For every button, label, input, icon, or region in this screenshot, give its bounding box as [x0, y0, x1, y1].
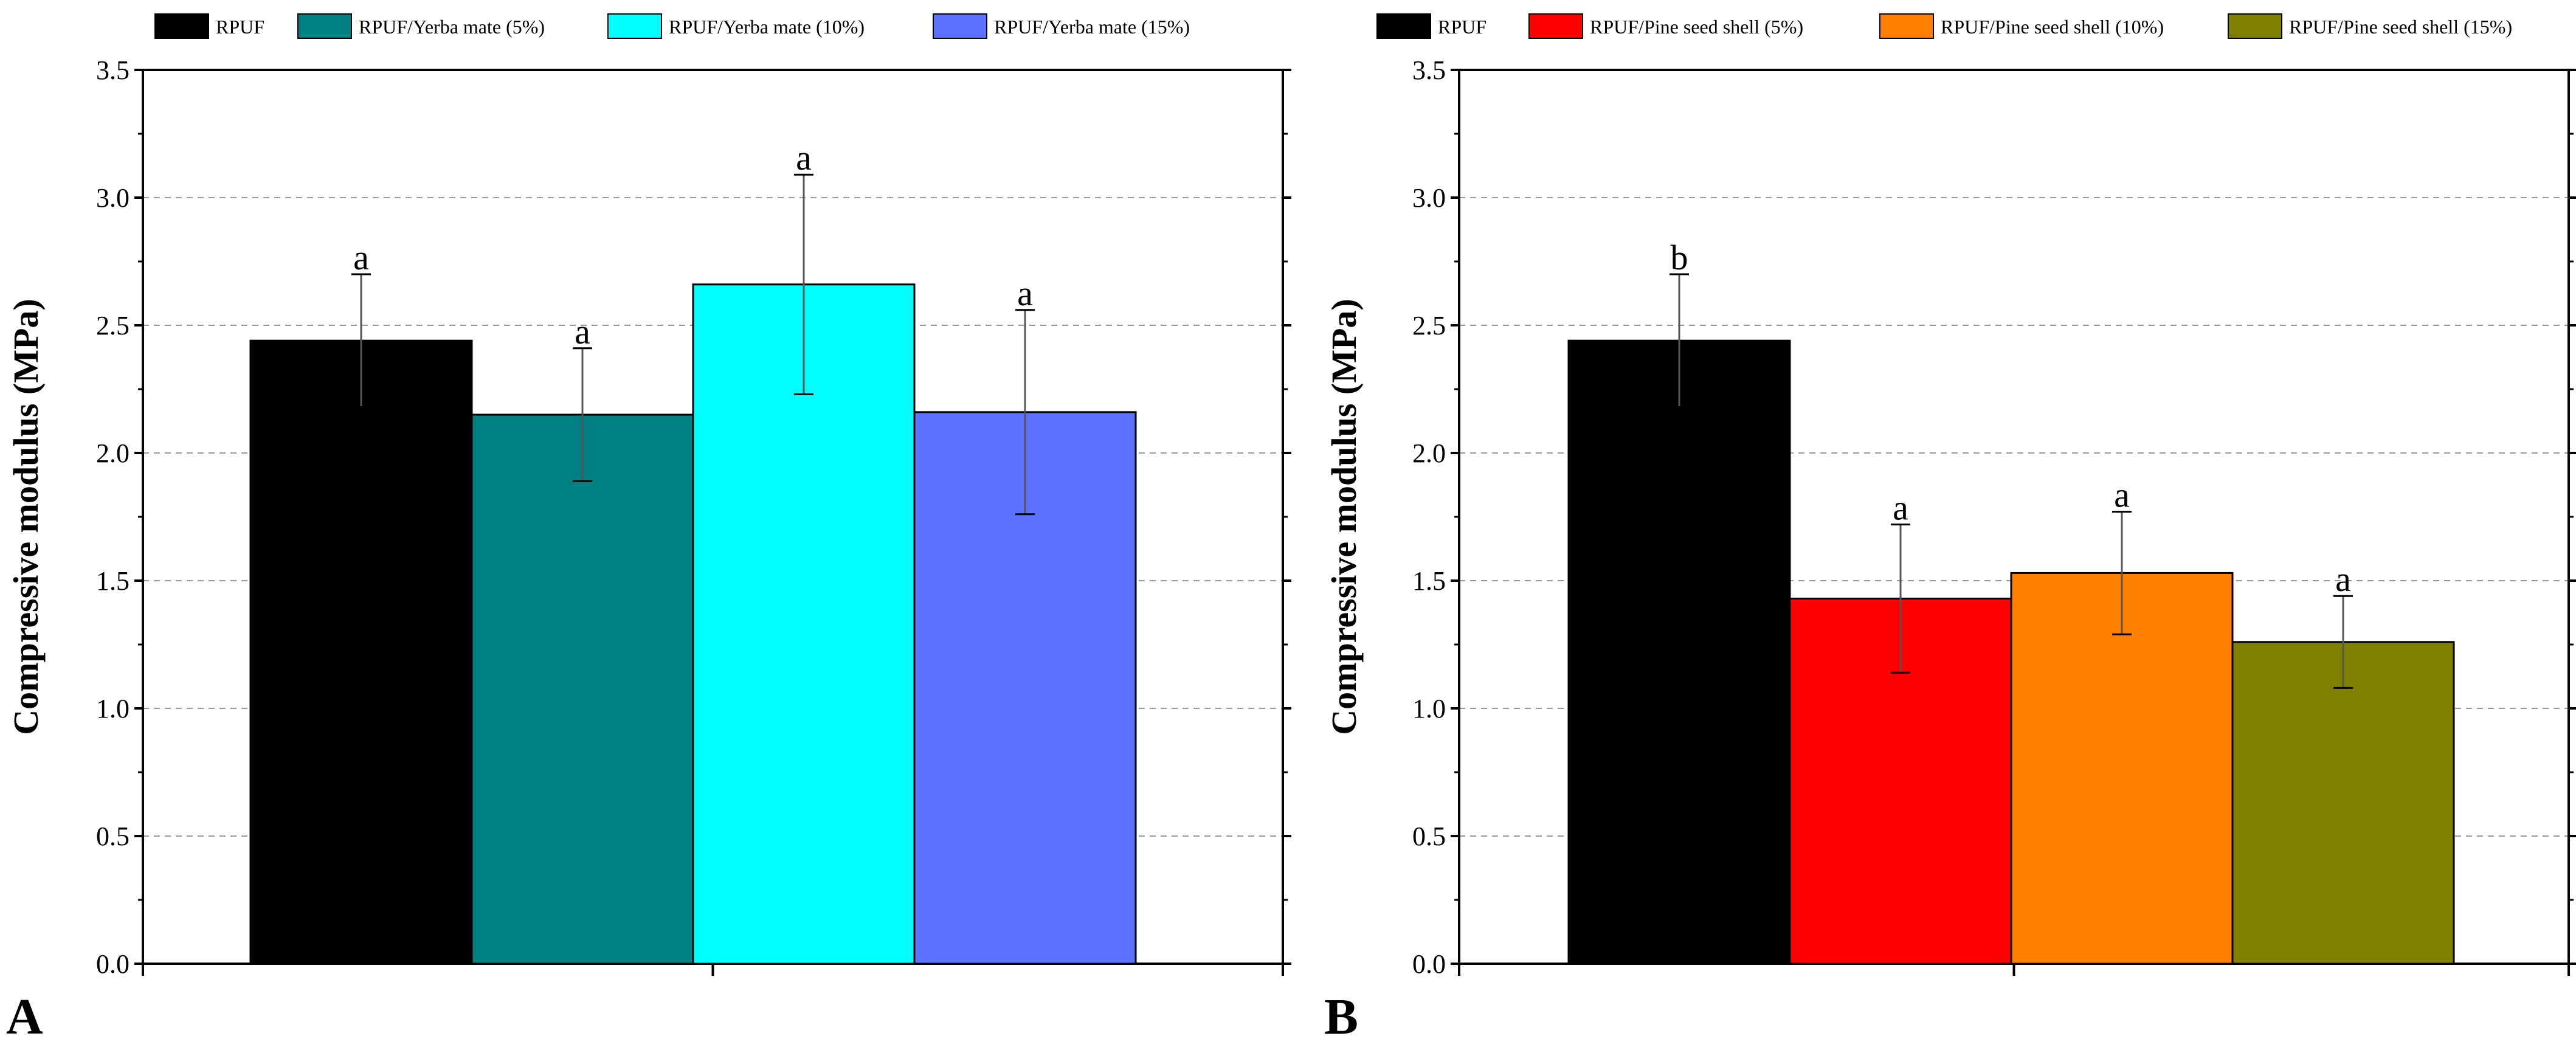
y-tick-label: 3.0 [96, 183, 129, 213]
panel-label: B [1324, 989, 1358, 1044]
y-tick-label: 3.5 [96, 55, 129, 85]
legend-entry: RPUF/Yerba mate (15%) [994, 16, 1190, 38]
y-tick-label: 2.0 [96, 438, 129, 468]
y-tick-label: 3.0 [1412, 183, 1446, 213]
legend-entry: RPUF/Yerba mate (10%) [669, 16, 865, 38]
legend-entry: RPUF/Pine seed shell (5%) [1590, 16, 1803, 38]
panel-label: A [6, 989, 43, 1044]
bar [692, 283, 916, 965]
legend-entry: RPUF/Yerba mate (5%) [359, 16, 545, 38]
bar [1567, 339, 1791, 965]
bar [2231, 641, 2455, 965]
y-tick-label: 3.5 [1412, 55, 1446, 85]
legend-entry: RPUF [1438, 16, 1487, 38]
y-tick-label: 1.5 [96, 566, 129, 596]
chart-panel-a: RPUF RPUF/Yerba mate (5%) RPUF/Yerba mate … [6, 13, 1291, 1044]
significance-letter: b [1671, 238, 1688, 277]
legend-swatch [933, 13, 987, 39]
significance-letter: a [2114, 475, 2130, 515]
y-tick-label: 2.0 [1412, 438, 1446, 468]
y-axis-label: Compressive modulus (MPa) [1324, 299, 1364, 735]
y-tick-label: 0.0 [96, 949, 129, 979]
y-tick-label: 1.5 [1412, 566, 1446, 596]
y-tick-label: 2.5 [1412, 311, 1446, 341]
significance-letter: a [2335, 559, 2351, 599]
legend-swatch [297, 13, 352, 39]
y-tick-label: 0.5 [1412, 821, 1446, 851]
y-tick-label: 1.0 [1412, 694, 1446, 724]
legend-swatch [1376, 13, 1431, 39]
legend-entry: RPUF [216, 16, 264, 38]
y-axis-label: Compressive modulus (MPa) [6, 299, 46, 735]
y-tick-label: 0.5 [96, 821, 129, 851]
chart-panel-b: RPUF RPUF/Pine seed shell (5%) RPUF/Pine s… [1324, 13, 2576, 1044]
legend-swatch [2228, 13, 2282, 39]
significance-letter: a [353, 238, 369, 277]
y-tick-label: 2.5 [96, 311, 129, 341]
legend-swatch [1879, 13, 1934, 39]
bar [471, 413, 694, 965]
bar [2010, 572, 2234, 965]
legend-entry: RPUF/Pine seed shell (15%) [2289, 16, 2512, 38]
y-tick-label: 0.0 [1412, 949, 1446, 979]
significance-letter: a [796, 138, 812, 178]
y-tick-label: 1.0 [96, 694, 129, 724]
legend-swatch [1528, 13, 1583, 39]
significance-letter: a [575, 312, 590, 351]
legend-swatch [607, 13, 662, 39]
legend-entry: RPUF/Pine seed shell (10%) [1941, 16, 2164, 38]
significance-letter: a [1893, 488, 1908, 528]
bar [249, 339, 473, 965]
legend-swatch [154, 13, 209, 39]
significance-letter: a [1017, 274, 1033, 313]
